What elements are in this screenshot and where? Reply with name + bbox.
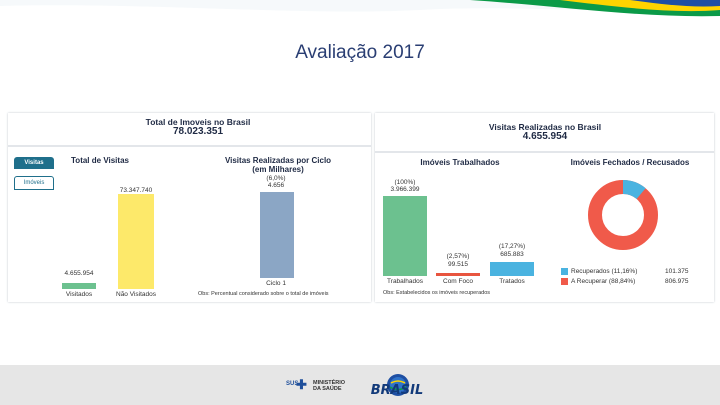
- legend-recuperados-swatch: [561, 268, 568, 275]
- nao-visitados-label: Não Visitados: [116, 291, 156, 298]
- total-imoveis-value: 78.023.351: [172, 126, 224, 137]
- donut-base: [588, 180, 658, 250]
- trabalhados-note: Obs: Estabelecidos os imóveis recuperado…: [383, 290, 490, 296]
- tab-imoveis[interactable]: Imóveis: [14, 176, 54, 190]
- legend-a-recuperar-value: 806.975: [665, 278, 689, 285]
- ministerio-logo: MINISTÉRIO DA SAÚDE: [313, 380, 345, 392]
- com-foco-bar: [436, 273, 480, 276]
- total-imoveis-label: Total de Imoveis no Brasil: [145, 117, 251, 127]
- por-ciclo-note: Obs: Percentual considerado sobre o tota…: [198, 291, 329, 297]
- slide-title: Avaliação 2017: [295, 42, 425, 63]
- header-divider-right: [375, 151, 714, 153]
- fechados-donut: [588, 180, 658, 250]
- legend-a-recuperar-swatch: [561, 278, 568, 285]
- ciclo-pct-label: (6,0%): [266, 175, 286, 182]
- visitas-realizadas-label: Visitas Realizadas no Brasil: [488, 122, 602, 132]
- total-visitas-title: Total de Visitas: [71, 156, 129, 165]
- visitados-value-label: 4.655.954: [64, 270, 94, 277]
- brasil-logo-text: BRASIL: [371, 383, 423, 398]
- com-foco-value-label: 99.515: [448, 261, 468, 268]
- tratados-pct-label: (17,27%): [498, 243, 526, 250]
- sus-logo: SUS: [286, 381, 299, 387]
- por-ciclo-title-line1: Visitas Realizadas por Ciclo: [224, 156, 332, 165]
- nao-visitados-bar: [118, 194, 154, 289]
- por-ciclo-title: Visitas Realizadas por Ciclo (em Milhare…: [213, 156, 343, 174]
- trabalhados-pct-label: (100%): [394, 179, 416, 186]
- donut-slice-recuperados: [588, 180, 658, 250]
- legend-a-recuperar-label: A Recuperar (88,84%): [571, 278, 636, 285]
- visitados-label: Visitados: [65, 291, 93, 298]
- visitas-realizadas-value: 4.655.954: [522, 131, 568, 142]
- visitas-realizadas-header: Visitas Realizadas no Brasil 4.655.954: [465, 122, 625, 142]
- visitados-bar: [62, 283, 96, 289]
- ministerio-line2: DA SAÚDE: [313, 386, 342, 392]
- header-divider: [8, 145, 371, 147]
- total-imoveis-header: Total de Imoveis no Brasil 78.023.351: [98, 117, 298, 137]
- com-foco-pct-label: (2,57%): [446, 253, 470, 260]
- ciclo-value-label: 4.656: [267, 182, 285, 189]
- tratados-bar: [490, 262, 534, 276]
- flag-ribbon: [0, 0, 720, 17]
- tratados-value-label: 685.883: [500, 251, 524, 258]
- trabalhados-label: Trabalhados: [387, 278, 423, 285]
- cross-icon: ✚: [296, 377, 307, 392]
- tab-visitas[interactable]: Visitas: [14, 157, 54, 169]
- trabalhados-title: Imóveis Trabalhados: [420, 158, 500, 167]
- ciclo-1-label: Ciclo 1: [266, 280, 286, 287]
- tratados-label: Tratados: [499, 278, 525, 285]
- ministerio-line1: MINISTÉRIO: [313, 380, 346, 386]
- com-foco-label: Com Foco: [443, 278, 473, 285]
- legend-recuperados-label: Recuperados (11,16%): [571, 268, 638, 275]
- brasil-logo: BRASIL: [371, 374, 423, 398]
- legend-recuperados-value: 101.375: [665, 268, 689, 275]
- nao-visitados-value-label: 73.347.740: [119, 187, 153, 194]
- left-panel: Total de Imoveis no Brasil 78.023.351 Vi…: [8, 113, 371, 302]
- footer-bar: [0, 365, 720, 405]
- right-panel: Visitas Realizadas no Brasil 4.655.954 I…: [375, 113, 714, 302]
- trabalhados-bar: [383, 196, 427, 276]
- ciclo-1-bar: [260, 192, 294, 278]
- por-ciclo-title-line2: (em Milhares): [252, 165, 304, 174]
- fechados-title: Imóveis Fechados / Recusados: [570, 158, 690, 167]
- trabalhados-value-label: 3.966.399: [390, 186, 420, 193]
